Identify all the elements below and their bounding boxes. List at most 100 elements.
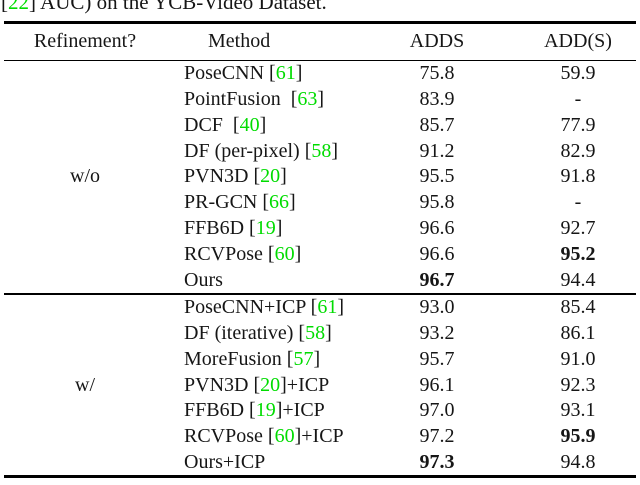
method-cell: MoreFusion [57] [170,346,392,372]
caption-bracket-close: ] [29,0,36,14]
method-name: PR-GCN [184,191,263,214]
method-cell: PoseCNN+ICP [61] [170,295,392,321]
method-cell: PoseCNN [61] [170,61,392,87]
citation-link[interactable]: 63 [297,88,318,111]
add-s-value: 92.3 [560,373,596,396]
citation-link[interactable]: 20 [260,373,281,396]
method-name: RCVPose [184,425,268,448]
table-header-row: Refinement? Method ADDS ADD(S) [0,24,640,60]
cite-bracket-close: ] [294,242,302,265]
method-cell: DCF [40] [170,112,392,138]
table-bottom-rule [4,475,636,478]
method-cell: Ours [170,267,392,293]
table-section-with-refinement: w/PoseCNN+ICP [61] 93.0 85.4 DF (iterative)… [0,295,640,476]
method-name: DF (iterative) [184,321,299,344]
method-name: PoseCNN [184,62,270,85]
cite-bracket-open: [ [249,399,256,422]
method-name: PoseCNN+ICP [184,296,311,319]
adds-value: 96.6 [419,217,455,240]
method-name: FFB6D [184,399,250,422]
header-method: Method [208,30,271,52]
cite-bracket-open: [ [304,139,312,162]
cite-bracket-close: ] [313,347,321,370]
cite-bracket-close: ] [295,62,303,85]
adds-value: 95.8 [419,191,455,214]
citation-link[interactable]: 66 [269,191,290,214]
cite-bracket-open: [ [286,347,294,370]
header-refinement: Refinement? [33,30,137,52]
cite-bracket-open: [ [310,296,318,319]
citation-link[interactable]: 19 [255,399,276,422]
adds-value: 96.6 [419,242,455,265]
method-name: DF (per-pixel) [184,139,305,162]
method-name: PointFusion [184,88,291,111]
citation-link[interactable]: 57 [293,347,314,370]
cite-bracket-close: ] [337,296,345,319]
add-s-value: 95.9 [560,425,596,448]
cite-bracket-close: ] [259,113,267,136]
method-suffix: +ICP [286,373,330,396]
cite-bracket-open: [ [267,425,275,448]
adds-value: 96.1 [419,373,455,396]
add-s-value: 95.2 [560,242,596,265]
citation-link[interactable]: 61 [275,62,296,85]
table-caption: [22] AUC) on the YCB-Video Dataset. [0,0,640,14]
cite-bracket-close: ] [331,139,339,162]
cite-bracket-open: [ [267,242,275,265]
add-s-value: 91.0 [560,347,596,370]
adds-value: 97.2 [419,425,455,448]
citation-link[interactable]: 60 [274,425,295,448]
cite-bracket-close: ] [280,373,287,396]
adds-value: 83.9 [419,88,455,111]
method-name: PVN3D [184,373,254,396]
cite-bracket-open: [ [298,321,306,344]
caption-rest: AUC) on the YCB-Video Dataset. [36,0,327,14]
adds-value: 93.0 [419,296,455,319]
method-cell: RCVPose [60] [170,241,392,267]
cite-bracket-close: ] [275,217,283,240]
section-divider-rule [4,293,636,295]
method-cell: PointFusion [63] [170,87,392,113]
method-cell: PVN3D [20] [170,164,392,190]
adds-value: 96.7 [419,268,455,291]
citation-link[interactable]: 40 [239,113,260,136]
method-cell: FFB6D [19] +ICP [170,398,392,424]
header-bottom-rule [4,59,636,61]
method-name: Ours [184,268,223,291]
citation-link[interactable]: 61 [317,296,338,319]
caption-citation-link[interactable]: 22 [8,0,29,14]
add-s-value: 77.9 [560,113,596,136]
add-s-value: 92.7 [560,217,596,240]
cite-bracket-open: [ [269,62,276,85]
method-cell: RCVPose [60] +ICP [170,424,392,450]
method-cell: PVN3D [20] +ICP [170,372,392,398]
citation-link[interactable]: 58 [305,321,326,344]
header-add-s: ADD(S) [544,30,612,52]
method-name: Ours+ICP [184,450,266,473]
method-cell: PR-GCN [66] [170,190,392,216]
method-suffix: +ICP [301,425,344,448]
add-s-value: 94.4 [560,268,596,291]
citation-link[interactable]: 20 [260,165,281,188]
method-name: DCF [184,113,233,136]
adds-value: 85.7 [419,113,455,136]
method-cell: DF (iterative) [58] [170,321,392,347]
cite-bracket-close: ] [317,88,325,111]
table-section-without-refinement: w/o PoseCNN [61] 75.8 59.9 PointFusion [63] 8… [0,61,640,293]
adds-value: 75.8 [419,62,455,85]
citation-link[interactable]: 58 [311,139,332,162]
refinement-label: w/ [75,373,95,396]
method-cell: DF (per-pixel) [58] [170,138,392,164]
cite-bracket-close: ] [280,165,287,188]
add-s-value: - [574,88,582,111]
adds-value: 93.2 [419,321,455,344]
method-cell: FFB6D [19] [170,216,392,242]
cite-bracket-close: ] [275,399,283,422]
add-s-value: 59.9 [560,62,596,85]
add-s-value: 85.4 [560,296,596,319]
table-top-rule [4,21,636,24]
citation-link[interactable]: 60 [274,242,295,265]
cite-bracket-open: [ [253,373,261,396]
cite-bracket-open: [ [232,113,240,136]
citation-link[interactable]: 19 [255,217,276,240]
